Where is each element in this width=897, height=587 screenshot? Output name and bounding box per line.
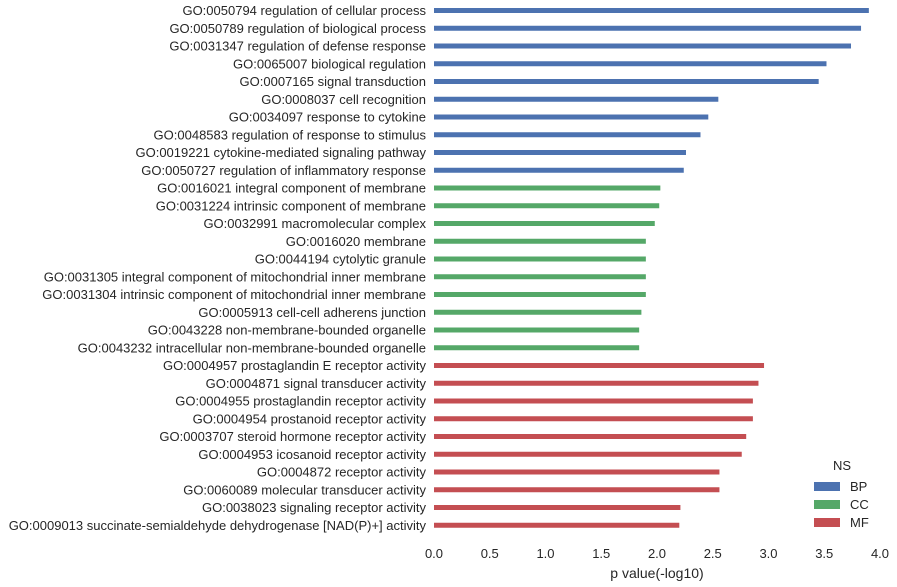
category-label: GO:0004954 prostanoid receptor activity <box>193 411 427 426</box>
category-label: GO:0044194 cytolytic granule <box>255 252 426 267</box>
bar-cc <box>434 345 640 351</box>
bar-cc <box>434 221 655 226</box>
x-tick-label: 0.0 <box>425 546 443 561</box>
category-labels: GO:0050794 regulation of cellular proces… <box>9 3 427 533</box>
category-label: GO:0004953 icosanoid receptor activity <box>198 447 426 462</box>
x-axis-ticks: 0.0 0.5 1.0 1.5 2.0 2.5 3.0 3.5 4.0 <box>425 546 889 561</box>
category-label: GO:0050794 regulation of cellular proces… <box>182 3 426 18</box>
bar-cc <box>434 327 640 333</box>
bar-bp <box>434 96 719 102</box>
category-label: GO:0031304 intrinsic component of mitoch… <box>42 287 426 302</box>
bar-bp <box>434 43 852 49</box>
category-label: GO:0048583 regulation of response to sti… <box>154 127 427 142</box>
bar-mf <box>434 380 759 386</box>
bar-mf <box>434 487 720 493</box>
legend-swatch-cc <box>814 500 840 509</box>
x-tick-label: 3.0 <box>759 546 777 561</box>
category-label: GO:0009013 succinate-semialdehyde dehydr… <box>9 518 427 533</box>
category-label: GO:0004955 prostaglandin receptor activi… <box>175 394 426 409</box>
category-label: GO:0004871 signal transducer activity <box>206 376 427 391</box>
x-tick-label: 1.0 <box>536 546 554 561</box>
legend-label-mf: MF <box>850 515 869 530</box>
category-label: GO:0050727 regulation of inflammatory re… <box>141 163 426 178</box>
category-label: GO:0031224 intrinsic component of membra… <box>156 198 426 213</box>
bar-cc <box>434 274 646 280</box>
bar-cc <box>434 309 642 315</box>
category-label: GO:0034097 response to cytokine <box>229 110 426 125</box>
category-label: GO:0060089 molecular transducer activity <box>183 482 426 497</box>
bar-bp <box>434 79 819 84</box>
category-label: GO:0008037 cell recognition <box>261 92 426 107</box>
category-label: GO:0016020 membrane <box>286 234 426 249</box>
x-axis-label: p value(-log10) <box>610 565 703 581</box>
bar-mf <box>434 398 753 404</box>
bar-mf <box>434 451 742 457</box>
category-label: GO:0050789 regulation of biological proc… <box>169 21 426 36</box>
category-label: GO:0019221 cytokine-mediated signaling p… <box>135 145 426 160</box>
legend-items: BP CC MF <box>814 479 869 530</box>
category-label: GO:0031347 regulation of defense respons… <box>169 39 426 54</box>
category-label: GO:0031305 integral component of mitocho… <box>44 269 426 284</box>
category-label: GO:0004957 prostaglandin E receptor acti… <box>163 358 427 373</box>
bar-cc <box>434 256 646 262</box>
bar-mf <box>434 434 747 439</box>
x-tick-label: 3.5 <box>815 546 833 561</box>
bar-mf <box>434 505 681 510</box>
bar-mf <box>434 522 680 528</box>
category-label: GO:0043232 intracellular non-membrane-bo… <box>78 340 426 355</box>
bar-bp <box>434 150 686 155</box>
bars-layer <box>434 8 869 528</box>
legend-swatch-mf <box>814 518 840 527</box>
legend-swatch-bp <box>814 482 840 491</box>
bar-cc <box>434 185 661 191</box>
bar-mf <box>434 469 720 475</box>
x-tick-label: 0.5 <box>481 546 499 561</box>
bar-bp <box>434 8 869 13</box>
bar-mf <box>434 363 765 368</box>
bar-bp <box>434 167 684 173</box>
bar-cc <box>434 238 646 244</box>
bar-cc <box>434 292 646 297</box>
category-label: GO:0032991 macromolecular complex <box>203 216 426 231</box>
bar-bp <box>434 132 701 138</box>
legend-title: NS <box>833 458 851 473</box>
x-tick-label: 2.0 <box>648 546 666 561</box>
x-tick-label: 4.0 <box>871 546 889 561</box>
bar-bp <box>434 61 827 67</box>
category-label: GO:0016021 integral component of membran… <box>157 181 426 196</box>
bar-cc <box>434 203 660 209</box>
bar-bp <box>434 114 709 120</box>
x-tick-label: 2.5 <box>704 546 722 561</box>
category-label: GO:0004872 receptor activity <box>257 465 427 480</box>
legend-label-cc: CC <box>850 497 869 512</box>
category-label: GO:0007165 signal transduction <box>240 74 426 89</box>
legend-label-bp: BP <box>850 479 867 494</box>
legend: NS BP CC MF <box>814 458 869 530</box>
category-label: GO:0003707 steroid hormone receptor acti… <box>159 429 426 444</box>
category-label: GO:0038023 signaling receptor activity <box>202 500 427 515</box>
bar-mf <box>434 416 753 422</box>
bar-bp <box>434 25 862 31</box>
category-label: GO:0043228 non-membrane-bounded organell… <box>148 323 426 338</box>
x-tick-label: 1.5 <box>592 546 610 561</box>
category-label: GO:0065007 biological regulation <box>233 56 426 71</box>
category-label: GO:0005913 cell-cell adherens junction <box>198 305 426 320</box>
